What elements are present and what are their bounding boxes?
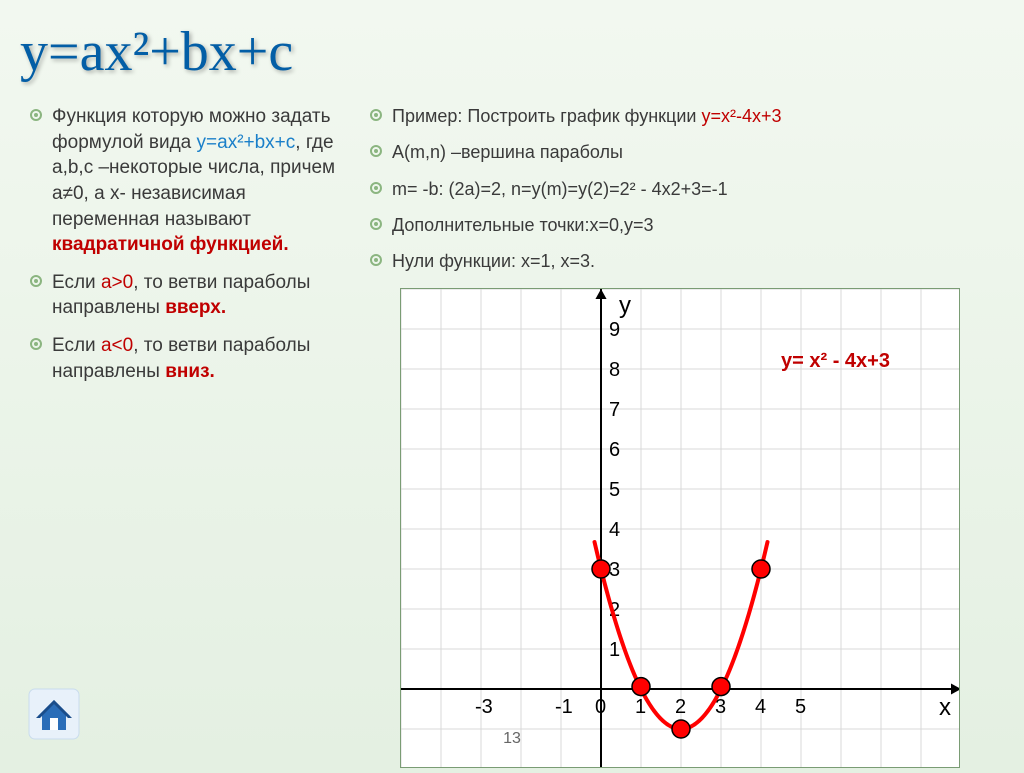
list-item: Если a>0, то ветви параболы направлены в… [30, 270, 350, 321]
svg-text:5: 5 [609, 479, 620, 501]
text-span: Нули функции: x=1, x=3. [392, 249, 595, 273]
list-item: Пример: Построить график функции y=x²-4x… [370, 104, 994, 128]
text-span: вверх. [165, 297, 226, 318]
parabola-chart: -3-1012345123456789xyy= x² - 4x+3 [400, 288, 960, 768]
svg-text:4: 4 [755, 696, 766, 718]
svg-text:7: 7 [609, 399, 620, 421]
svg-text:0: 0 [595, 696, 606, 718]
bullet-icon [30, 109, 42, 121]
left-bullet-list: Функция которую можно задать формулой ви… [30, 104, 350, 384]
bullet-icon [370, 254, 382, 266]
text-span: Пример: Построить график функции [392, 106, 701, 126]
list-item: Нули функции: x=1, x=3. [370, 249, 994, 273]
slide-title-formula: y=ax²+bx+c [20, 20, 994, 84]
svg-text:5: 5 [795, 696, 806, 718]
text-span: квадратичной функцией. [52, 234, 289, 255]
svg-text:8: 8 [609, 359, 620, 381]
right-bullet-list: Пример: Построить график функции y=x²-4x… [370, 104, 994, 273]
text-span: y=ax²+bx+c [197, 132, 296, 153]
list-item: Дополнительные точки:x=0,y=3 [370, 213, 994, 237]
text-span: A(m,n) –вершина параболы [392, 140, 623, 164]
list-item: m= -b: (2a)=2, n=y(m)=y(2)=2² - 4x2+3=-1 [370, 177, 994, 201]
svg-text:x: x [939, 694, 951, 721]
text-span: Дополнительные точки:x=0,y=3 [392, 213, 654, 237]
list-item: Функция которую можно задать формулой ви… [30, 104, 350, 258]
svg-text:2: 2 [675, 696, 686, 718]
svg-text:1: 1 [609, 639, 620, 661]
text-span: y=x²-4x+3 [701, 106, 781, 126]
bullet-icon [370, 145, 382, 157]
page-number: 13 [503, 730, 521, 748]
home-icon [28, 688, 80, 740]
svg-text:y= x² - 4x+3: y= x² - 4x+3 [781, 350, 890, 372]
bullet-icon [370, 182, 382, 194]
bullet-icon [30, 275, 42, 287]
text-span: Если [52, 272, 101, 293]
text-span: вниз. [165, 361, 215, 382]
svg-text:4: 4 [609, 519, 620, 541]
svg-text:y: y [619, 292, 631, 319]
svg-text:-1: -1 [555, 696, 573, 718]
bullet-icon [370, 218, 382, 230]
bullet-icon [30, 338, 42, 350]
text-span: Если [52, 335, 101, 356]
text-span: m= -b: (2a)=2, n=y(m)=y(2)=2² - 4x2+3=-1 [392, 177, 728, 201]
svg-text:-3: -3 [475, 696, 493, 718]
text-span: a>0 [101, 272, 133, 293]
list-item: Если a<0, то ветви параболы направлены в… [30, 333, 350, 384]
list-item: A(m,n) –вершина параболы [370, 140, 994, 164]
right-column: Пример: Построить график функции y=x²-4x… [370, 104, 994, 773]
home-button[interactable] [28, 688, 80, 740]
left-column: Функция которую можно задать формулой ви… [30, 104, 350, 773]
svg-text:6: 6 [609, 439, 620, 461]
bullet-icon [370, 109, 382, 121]
svg-text:9: 9 [609, 319, 620, 341]
text-span: a<0 [101, 335, 133, 356]
